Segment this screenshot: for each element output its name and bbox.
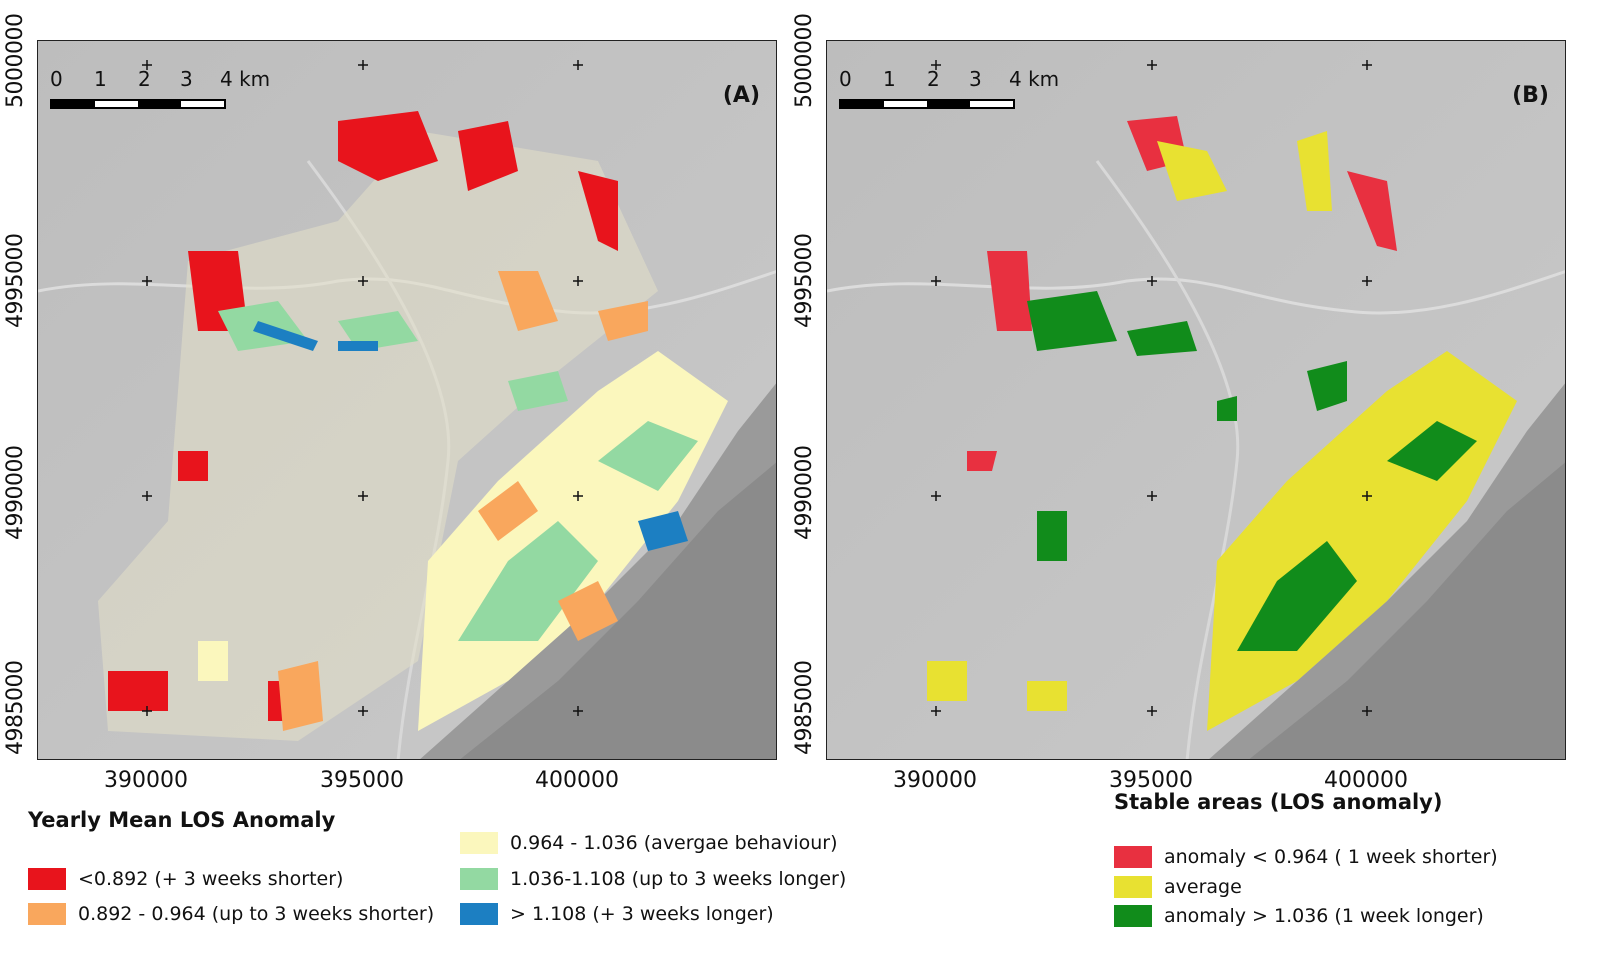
patch-blue: [253, 321, 318, 351]
mountain-shade: [460, 462, 776, 759]
scale-label: 4 km: [1009, 67, 1060, 91]
patch-red: [108, 671, 168, 711]
map-b-canvas: [827, 41, 1565, 759]
x-tick-a-2: 400000: [535, 768, 619, 793]
patch-red: [987, 251, 1032, 331]
legend-label: anomaly < 0.964 ( 1 week shorter): [1164, 846, 1498, 868]
legend-swatch: [460, 868, 498, 890]
grid-crosses: [142, 60, 583, 716]
x-tick-b-1: 395000: [1109, 768, 1193, 793]
legend-b-item-0: anomaly < 0.964 ( 1 week shorter): [1114, 846, 1498, 868]
patch-yellow: [1027, 681, 1067, 711]
patch-blue: [638, 511, 688, 551]
legend-swatch: [28, 903, 66, 925]
scale-label: 0: [839, 67, 852, 91]
legend-label: anomaly > 1.036 (1 week longer): [1164, 905, 1484, 927]
patch-green: [508, 371, 568, 411]
patch-green: [1127, 321, 1197, 356]
grid-crosses: [931, 60, 1372, 716]
patch-orange: [598, 301, 648, 341]
patch-yellow: [198, 641, 228, 681]
y-tick-b-2: 4990000: [792, 445, 817, 540]
patch-green: [598, 421, 698, 491]
river: [1095, 160, 1240, 759]
legend-swatch: [460, 832, 498, 854]
scale-label: 3: [180, 67, 193, 91]
patch-green: [458, 521, 598, 641]
patch-green: [1237, 541, 1357, 651]
legend-label: 0.892 - 0.964 (up to 3 weeks shorter): [78, 903, 435, 925]
scale-label: 0: [50, 67, 63, 91]
patch-green: [1037, 511, 1067, 561]
scale-label: 1: [883, 67, 896, 91]
patch-yellow: [927, 661, 967, 701]
y-tick-a-2: 4990000: [3, 445, 28, 540]
legend-b-title: Stable areas (LOS anomaly): [1114, 790, 1443, 814]
legend-swatch: [1114, 876, 1152, 898]
patch-orange: [498, 271, 558, 331]
patch-red: [578, 171, 618, 251]
panel-label-a: (A): [722, 83, 760, 108]
patch-orange: [558, 581, 618, 641]
map-panel-a: 0 1 2 3 4 km (A): [37, 40, 777, 760]
y-tick-a-1: 4995000: [3, 233, 28, 328]
patch-green: [1217, 396, 1237, 421]
legend-a-item-4: > 1.108 (+ 3 weeks longer): [460, 903, 774, 925]
legend-label: <0.892 (+ 3 weeks shorter): [78, 868, 344, 890]
legend-a-item-0: <0.892 (+ 3 weeks shorter): [28, 868, 343, 890]
legend-a-item-2: 0.964 - 1.036 (avergae behaviour): [460, 832, 838, 854]
x-tick-a-1: 395000: [320, 768, 404, 793]
y-tick-b-3: 4985000: [792, 660, 817, 755]
legend-swatch: [1114, 905, 1152, 927]
scale-label: 2: [138, 67, 151, 91]
patch-red: [967, 451, 997, 471]
patch-red: [338, 111, 438, 181]
scale-bar-graphic: [839, 99, 1015, 109]
x-tick-b-2: 400000: [1324, 768, 1408, 793]
legend-swatch: [28, 868, 66, 890]
river: [827, 270, 1565, 315]
scale-bar-a: 0 1 2 3 4 km: [50, 67, 290, 109]
scale-label: 1: [94, 67, 107, 91]
x-tick-a-0: 390000: [104, 768, 188, 793]
patch-red: [458, 121, 518, 191]
y-tick-b-1: 4995000: [792, 233, 817, 328]
patch-yellow: [1297, 131, 1332, 211]
patch-green: [1307, 361, 1347, 411]
legend-a-title: Yearly Mean LOS Anomaly: [28, 808, 336, 832]
patch-orange: [478, 481, 538, 541]
scale-bar-graphic: [50, 99, 226, 109]
mountain-shade: [1249, 462, 1565, 759]
patch-green: [1027, 291, 1117, 351]
legend-label: 0.964 - 1.036 (avergae behaviour): [510, 832, 838, 854]
x-tick-b-0: 390000: [893, 768, 977, 793]
map-a-canvas: [38, 41, 776, 759]
legend-b-item-2: anomaly > 1.036 (1 week longer): [1114, 905, 1484, 927]
legend-swatch: [1114, 846, 1152, 868]
y-tick-a-0: 5000000: [3, 13, 28, 108]
patch-blue: [338, 341, 378, 351]
legend-label: > 1.108 (+ 3 weeks longer): [510, 903, 774, 925]
patch-orange: [278, 661, 323, 731]
legend-a-item-1: 0.892 - 0.964 (up to 3 weeks shorter): [28, 903, 434, 925]
patch-red: [1347, 171, 1397, 251]
scale-bar-b: 0 1 2 3 4 km: [839, 67, 1079, 109]
scale-label: 2: [927, 67, 940, 91]
y-tick-a-3: 4985000: [3, 660, 28, 755]
scale-label: 4 km: [220, 67, 271, 91]
legend-swatch: [460, 903, 498, 925]
legend-b-item-1: average: [1114, 876, 1242, 898]
legend-label: 1.036-1.108 (up to 3 weeks longer): [510, 868, 847, 890]
panel-label-b: (B): [1512, 83, 1549, 108]
patch-green: [1387, 421, 1477, 481]
scale-label: 3: [969, 67, 982, 91]
patch-red: [178, 451, 208, 481]
map-panel-b: 0 1 2 3 4 km (B): [826, 40, 1566, 760]
legend-label: average: [1164, 876, 1242, 898]
legend-a-item-3: 1.036-1.108 (up to 3 weeks longer): [460, 868, 846, 890]
patch-yellow: [1157, 141, 1227, 201]
y-tick-b-0: 5000000: [792, 13, 817, 108]
